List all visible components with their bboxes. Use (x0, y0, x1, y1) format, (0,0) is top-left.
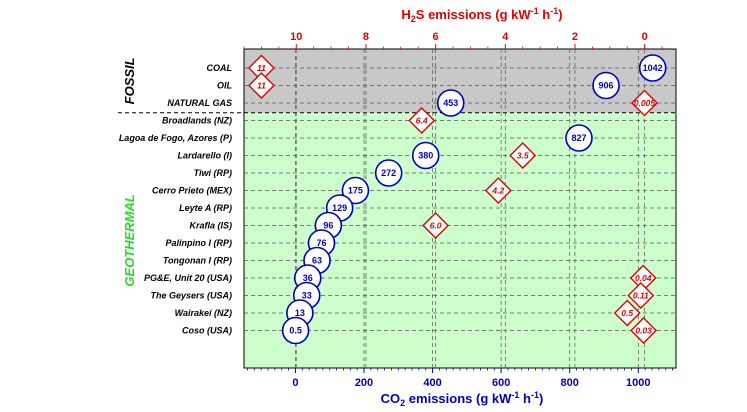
bottom-tick-label: 800 (561, 377, 579, 389)
co2-point-label: 827 (571, 133, 586, 143)
row-label: Cerro Prieto (MEX) (152, 186, 232, 196)
h2s-point (613, 299, 641, 327)
co2-point-label: 96 (323, 221, 333, 231)
row-label: Leyte A (RP) (179, 203, 232, 213)
h2s-point (627, 282, 655, 309)
co2-point (638, 54, 667, 82)
bottom-tick-label: 400 (423, 377, 441, 389)
bottom-tick-label: 1000 (626, 377, 650, 389)
co2-point (565, 124, 593, 152)
top-tick-label: 0 (642, 31, 648, 43)
co2-point-label: 175 (348, 186, 363, 196)
co2-point-label: 76 (316, 238, 326, 248)
bottom-tick-label: 0 (292, 377, 298, 389)
h2s-point (484, 177, 512, 204)
co2-point (436, 89, 465, 117)
top-tick-label: 4 (502, 31, 509, 43)
co2-point-label: 63 (312, 256, 322, 266)
co2-point-label: 272 (381, 168, 396, 178)
row-label: Krafla (IS) (189, 221, 232, 231)
co2-point (281, 316, 310, 345)
top-tick-label: 6 (433, 31, 439, 43)
group-label-geothermal: GEOTHERMAL (122, 194, 137, 287)
co2-point (374, 159, 403, 187)
row-label: Tongonan I (RP) (163, 256, 232, 266)
row-label: Palinpino I (RP) (166, 238, 233, 248)
row-label: Wairakei (NZ) (175, 308, 232, 318)
co2-point-label: 0.5 (289, 326, 302, 336)
co2-point-label: 13 (295, 308, 305, 318)
h2s-point (247, 72, 275, 99)
co2-point (341, 176, 370, 205)
h2s-point-label: 3.5 (517, 151, 529, 161)
bottom-axis-title: CO2 emissions (g kW-1 h-1) (381, 390, 544, 408)
row-label: The Geysers (USA) (150, 291, 232, 301)
grid-lines (244, 49, 676, 368)
co2-point-label: 129 (332, 203, 347, 213)
h2s-point (422, 212, 450, 239)
h2s-point (630, 317, 658, 344)
top-tick-label: 8 (363, 31, 369, 43)
row-label: COAL (207, 63, 233, 73)
bottom-tick-label: 600 (492, 377, 510, 389)
row-label: Lagoa de Fogo, Azores (P) (119, 133, 232, 143)
h2s-point (408, 107, 436, 134)
top-tick-label: 2 (572, 31, 578, 43)
row-label: PG&E, Unit 20 (USA) (144, 273, 232, 283)
h2s-point-label: 0.5 (621, 308, 633, 318)
row-label: Coso (USA) (182, 326, 232, 336)
top-axis-title: H2S emissions (g kW-1 h-1) (401, 6, 562, 24)
row-label: Lardarello (I) (177, 151, 232, 161)
co2-point-label: 453 (443, 98, 458, 108)
bottom-tick-label: 200 (355, 377, 373, 389)
group-labels: FOSSIL GEOTHERMAL (122, 57, 137, 286)
h2s-point-label: 6.0 (430, 221, 442, 231)
h2s-point-label: 11 (257, 63, 266, 73)
row-label: Broadlands (NZ) (162, 116, 232, 126)
group-label-fossil: FOSSIL (122, 57, 137, 104)
top-axis-ticks: 10 8 6 4 2 0 (243, 31, 663, 49)
co2-point (411, 141, 440, 170)
h2s-point (509, 142, 537, 169)
co2-point-label: 1042 (643, 63, 663, 73)
co2-point-label: 33 (302, 291, 312, 301)
h2s-point-label: 0.04 (635, 273, 652, 283)
row-label: Tiwi (RP) (194, 168, 232, 178)
top-tick-label: 10 (290, 31, 302, 43)
co2-point (592, 71, 620, 100)
h2s-point-label: 6.4 (416, 116, 428, 126)
h2s-point-label: 4.2 (491, 186, 504, 196)
bottom-axis-ticks: 0 200 400 600 800 1000 (247, 368, 673, 389)
row-label: NATURAL GAS (167, 98, 232, 108)
h2s-point-label: 0.11 (633, 291, 649, 301)
h2s-point (630, 89, 658, 117)
h2s-point-label: 0.03 (635, 326, 652, 336)
co2-point-label: 906 (599, 81, 614, 91)
row-labels: COAL OIL NATURAL GAS Broadlands (NZ) Lagoa d… (119, 63, 232, 336)
row-label: OIL (217, 81, 232, 91)
co2-point-label: 36 (303, 273, 313, 283)
h2s-point-label: 11 (257, 81, 266, 91)
h2s-point-label: 0.005 (634, 98, 656, 108)
co2-point-label: 380 (418, 151, 433, 161)
